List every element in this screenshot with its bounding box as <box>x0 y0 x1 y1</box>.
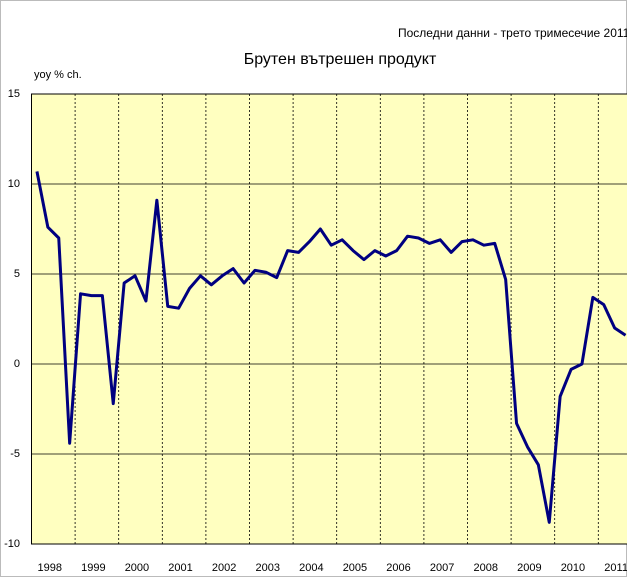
x-tick-label: 1999 <box>81 562 105 574</box>
x-tick-label: 2003 <box>256 562 280 574</box>
y-tick-label: 0 <box>14 358 20 370</box>
x-tick-label: 1998 <box>38 562 62 574</box>
y-tick-label: -10 <box>4 538 20 550</box>
x-tick-label: 2008 <box>474 562 498 574</box>
chart-subtitle: Последни данни - трето тримесечие 2011 г <box>398 26 627 40</box>
x-tick-label: 2000 <box>125 562 149 574</box>
x-tick-label: 2002 <box>212 562 236 574</box>
chart-title: Брутен вътрешен продукт <box>244 51 437 68</box>
plot-area <box>31 93 627 545</box>
y-axis-label: yoy % ch. <box>34 69 82 81</box>
x-tick-label: 2005 <box>343 562 367 574</box>
y-tick-label: -5 <box>10 448 20 460</box>
y-tick-label: 10 <box>8 178 20 190</box>
x-tick-label: 2011 <box>604 562 627 574</box>
y-tick-label: 5 <box>14 268 20 280</box>
x-tick-label: 2001 <box>168 562 192 574</box>
x-tick-label: 2009 <box>517 562 541 574</box>
y-tick-label: 15 <box>8 88 20 100</box>
data-line <box>35 171 627 524</box>
x-tick-label: 2007 <box>430 562 454 574</box>
x-tick-label: 2006 <box>386 562 410 574</box>
x-tick-label: 2004 <box>299 562 323 574</box>
x-tick-label: 2010 <box>561 562 585 574</box>
